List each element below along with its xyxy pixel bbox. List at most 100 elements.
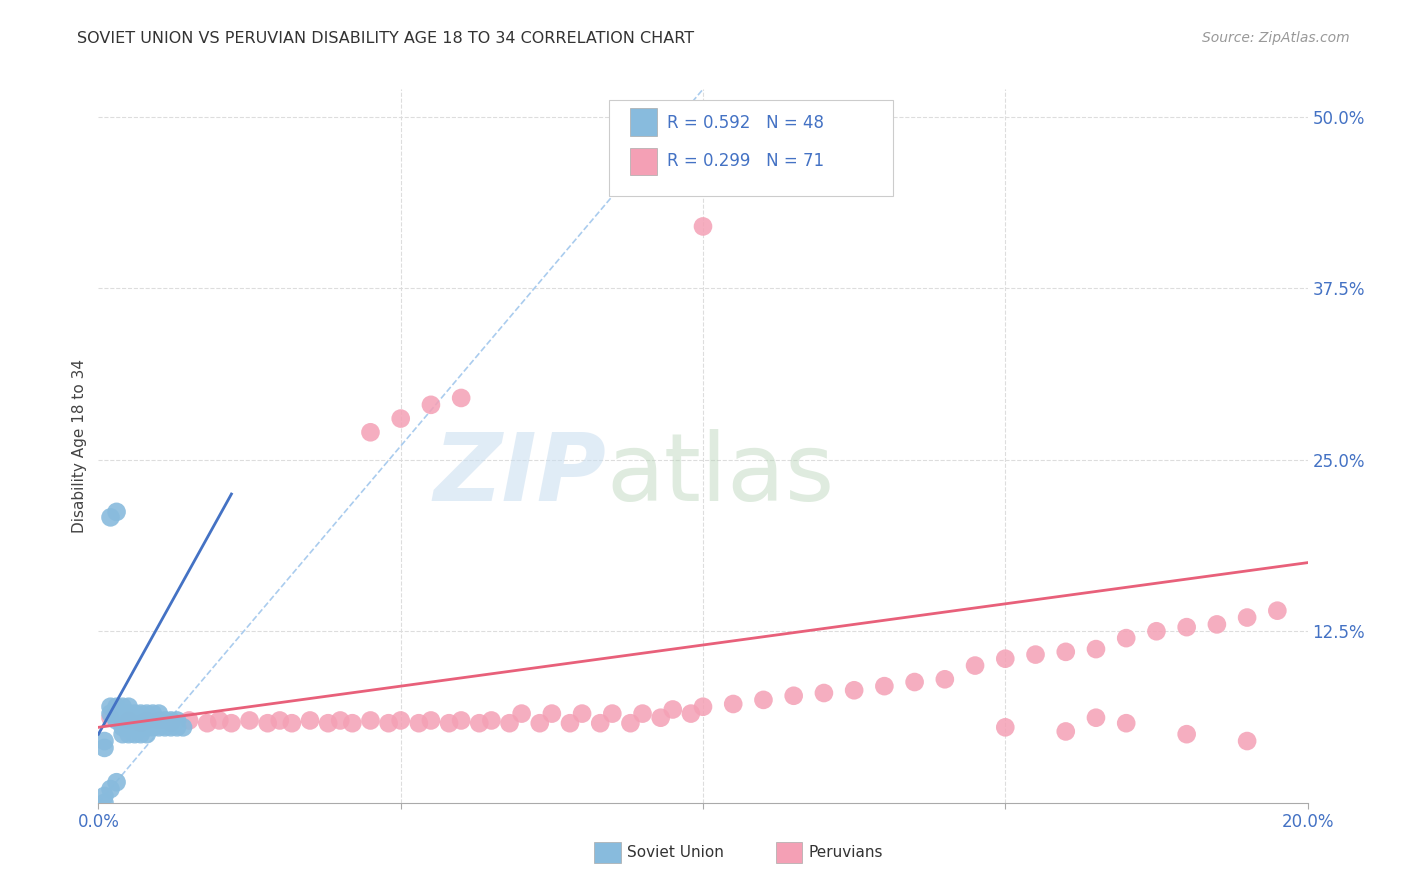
Point bbox=[166, 714, 188, 728]
Point bbox=[377, 716, 399, 731]
Point bbox=[752, 693, 775, 707]
Point bbox=[148, 706, 170, 721]
Point bbox=[1054, 724, 1077, 739]
Point bbox=[342, 716, 364, 731]
Point bbox=[723, 697, 745, 711]
Point bbox=[481, 714, 503, 728]
Point bbox=[571, 706, 593, 721]
Point bbox=[631, 706, 654, 721]
Point bbox=[692, 219, 714, 234]
FancyBboxPatch shape bbox=[609, 100, 893, 196]
Point bbox=[105, 714, 128, 728]
Point bbox=[450, 714, 472, 728]
Point bbox=[256, 716, 278, 731]
Point bbox=[111, 706, 134, 721]
Bar bbox=[776, 842, 803, 863]
Bar bbox=[630, 148, 657, 175]
Point bbox=[498, 716, 520, 731]
Point bbox=[160, 720, 183, 734]
Text: R = 0.592   N = 48: R = 0.592 N = 48 bbox=[666, 114, 824, 132]
Point bbox=[135, 706, 157, 721]
Point bbox=[118, 727, 141, 741]
Point bbox=[420, 398, 443, 412]
Point bbox=[813, 686, 835, 700]
Point bbox=[1175, 727, 1198, 741]
Point bbox=[118, 699, 141, 714]
Point bbox=[221, 716, 243, 731]
Bar bbox=[630, 109, 657, 136]
Point bbox=[129, 727, 152, 741]
Point bbox=[142, 720, 165, 734]
Point bbox=[100, 782, 122, 797]
Point bbox=[153, 720, 176, 734]
Point bbox=[994, 651, 1017, 665]
Point bbox=[124, 706, 146, 721]
Point bbox=[148, 714, 170, 728]
Point bbox=[1236, 610, 1258, 624]
Text: ZIP: ZIP bbox=[433, 428, 606, 521]
Point bbox=[965, 658, 987, 673]
Point bbox=[100, 711, 122, 725]
Point bbox=[1024, 648, 1046, 662]
Point bbox=[118, 714, 141, 728]
Point bbox=[269, 714, 291, 728]
Point bbox=[118, 714, 141, 728]
Point bbox=[589, 716, 612, 731]
Point bbox=[124, 727, 146, 741]
Point bbox=[1085, 642, 1108, 657]
Point bbox=[1236, 734, 1258, 748]
Point bbox=[148, 714, 170, 728]
Point bbox=[1144, 624, 1167, 639]
Point bbox=[450, 391, 472, 405]
Point bbox=[1206, 617, 1229, 632]
Point bbox=[105, 775, 128, 789]
Point bbox=[389, 411, 412, 425]
Point bbox=[111, 720, 134, 734]
Point bbox=[135, 720, 157, 734]
Point bbox=[118, 720, 141, 734]
Point bbox=[93, 734, 115, 748]
Point bbox=[934, 673, 956, 687]
Point bbox=[650, 711, 672, 725]
Point bbox=[172, 720, 194, 734]
Point bbox=[1115, 716, 1137, 731]
Point bbox=[692, 699, 714, 714]
Point bbox=[299, 714, 322, 728]
Bar bbox=[595, 842, 621, 863]
Point bbox=[160, 716, 183, 731]
Point bbox=[160, 714, 183, 728]
Text: Soviet Union: Soviet Union bbox=[627, 845, 724, 860]
Point bbox=[111, 714, 134, 728]
Point bbox=[281, 716, 304, 731]
Point bbox=[166, 720, 188, 734]
Text: Source: ZipAtlas.com: Source: ZipAtlas.com bbox=[1202, 31, 1350, 45]
Point bbox=[135, 727, 157, 741]
Point bbox=[111, 699, 134, 714]
Text: atlas: atlas bbox=[606, 428, 835, 521]
Point bbox=[93, 740, 115, 755]
Point bbox=[844, 683, 866, 698]
Point bbox=[360, 425, 382, 440]
Point bbox=[1085, 711, 1108, 725]
Point bbox=[142, 714, 165, 728]
Point bbox=[1267, 604, 1289, 618]
Y-axis label: Disability Age 18 to 34: Disability Age 18 to 34 bbox=[72, 359, 87, 533]
Point bbox=[208, 714, 231, 728]
Point bbox=[468, 716, 491, 731]
Point bbox=[142, 706, 165, 721]
Point bbox=[124, 714, 146, 728]
Point bbox=[179, 714, 201, 728]
Point bbox=[129, 720, 152, 734]
Point bbox=[420, 714, 443, 728]
Point bbox=[153, 714, 176, 728]
Point bbox=[93, 796, 115, 810]
Point bbox=[105, 706, 128, 721]
Point bbox=[148, 720, 170, 734]
Point bbox=[195, 716, 218, 731]
Point bbox=[510, 706, 533, 721]
Point bbox=[239, 714, 262, 728]
Point bbox=[129, 714, 152, 728]
Point bbox=[111, 727, 134, 741]
Point bbox=[100, 510, 122, 524]
Text: R = 0.299   N = 71: R = 0.299 N = 71 bbox=[666, 153, 824, 170]
